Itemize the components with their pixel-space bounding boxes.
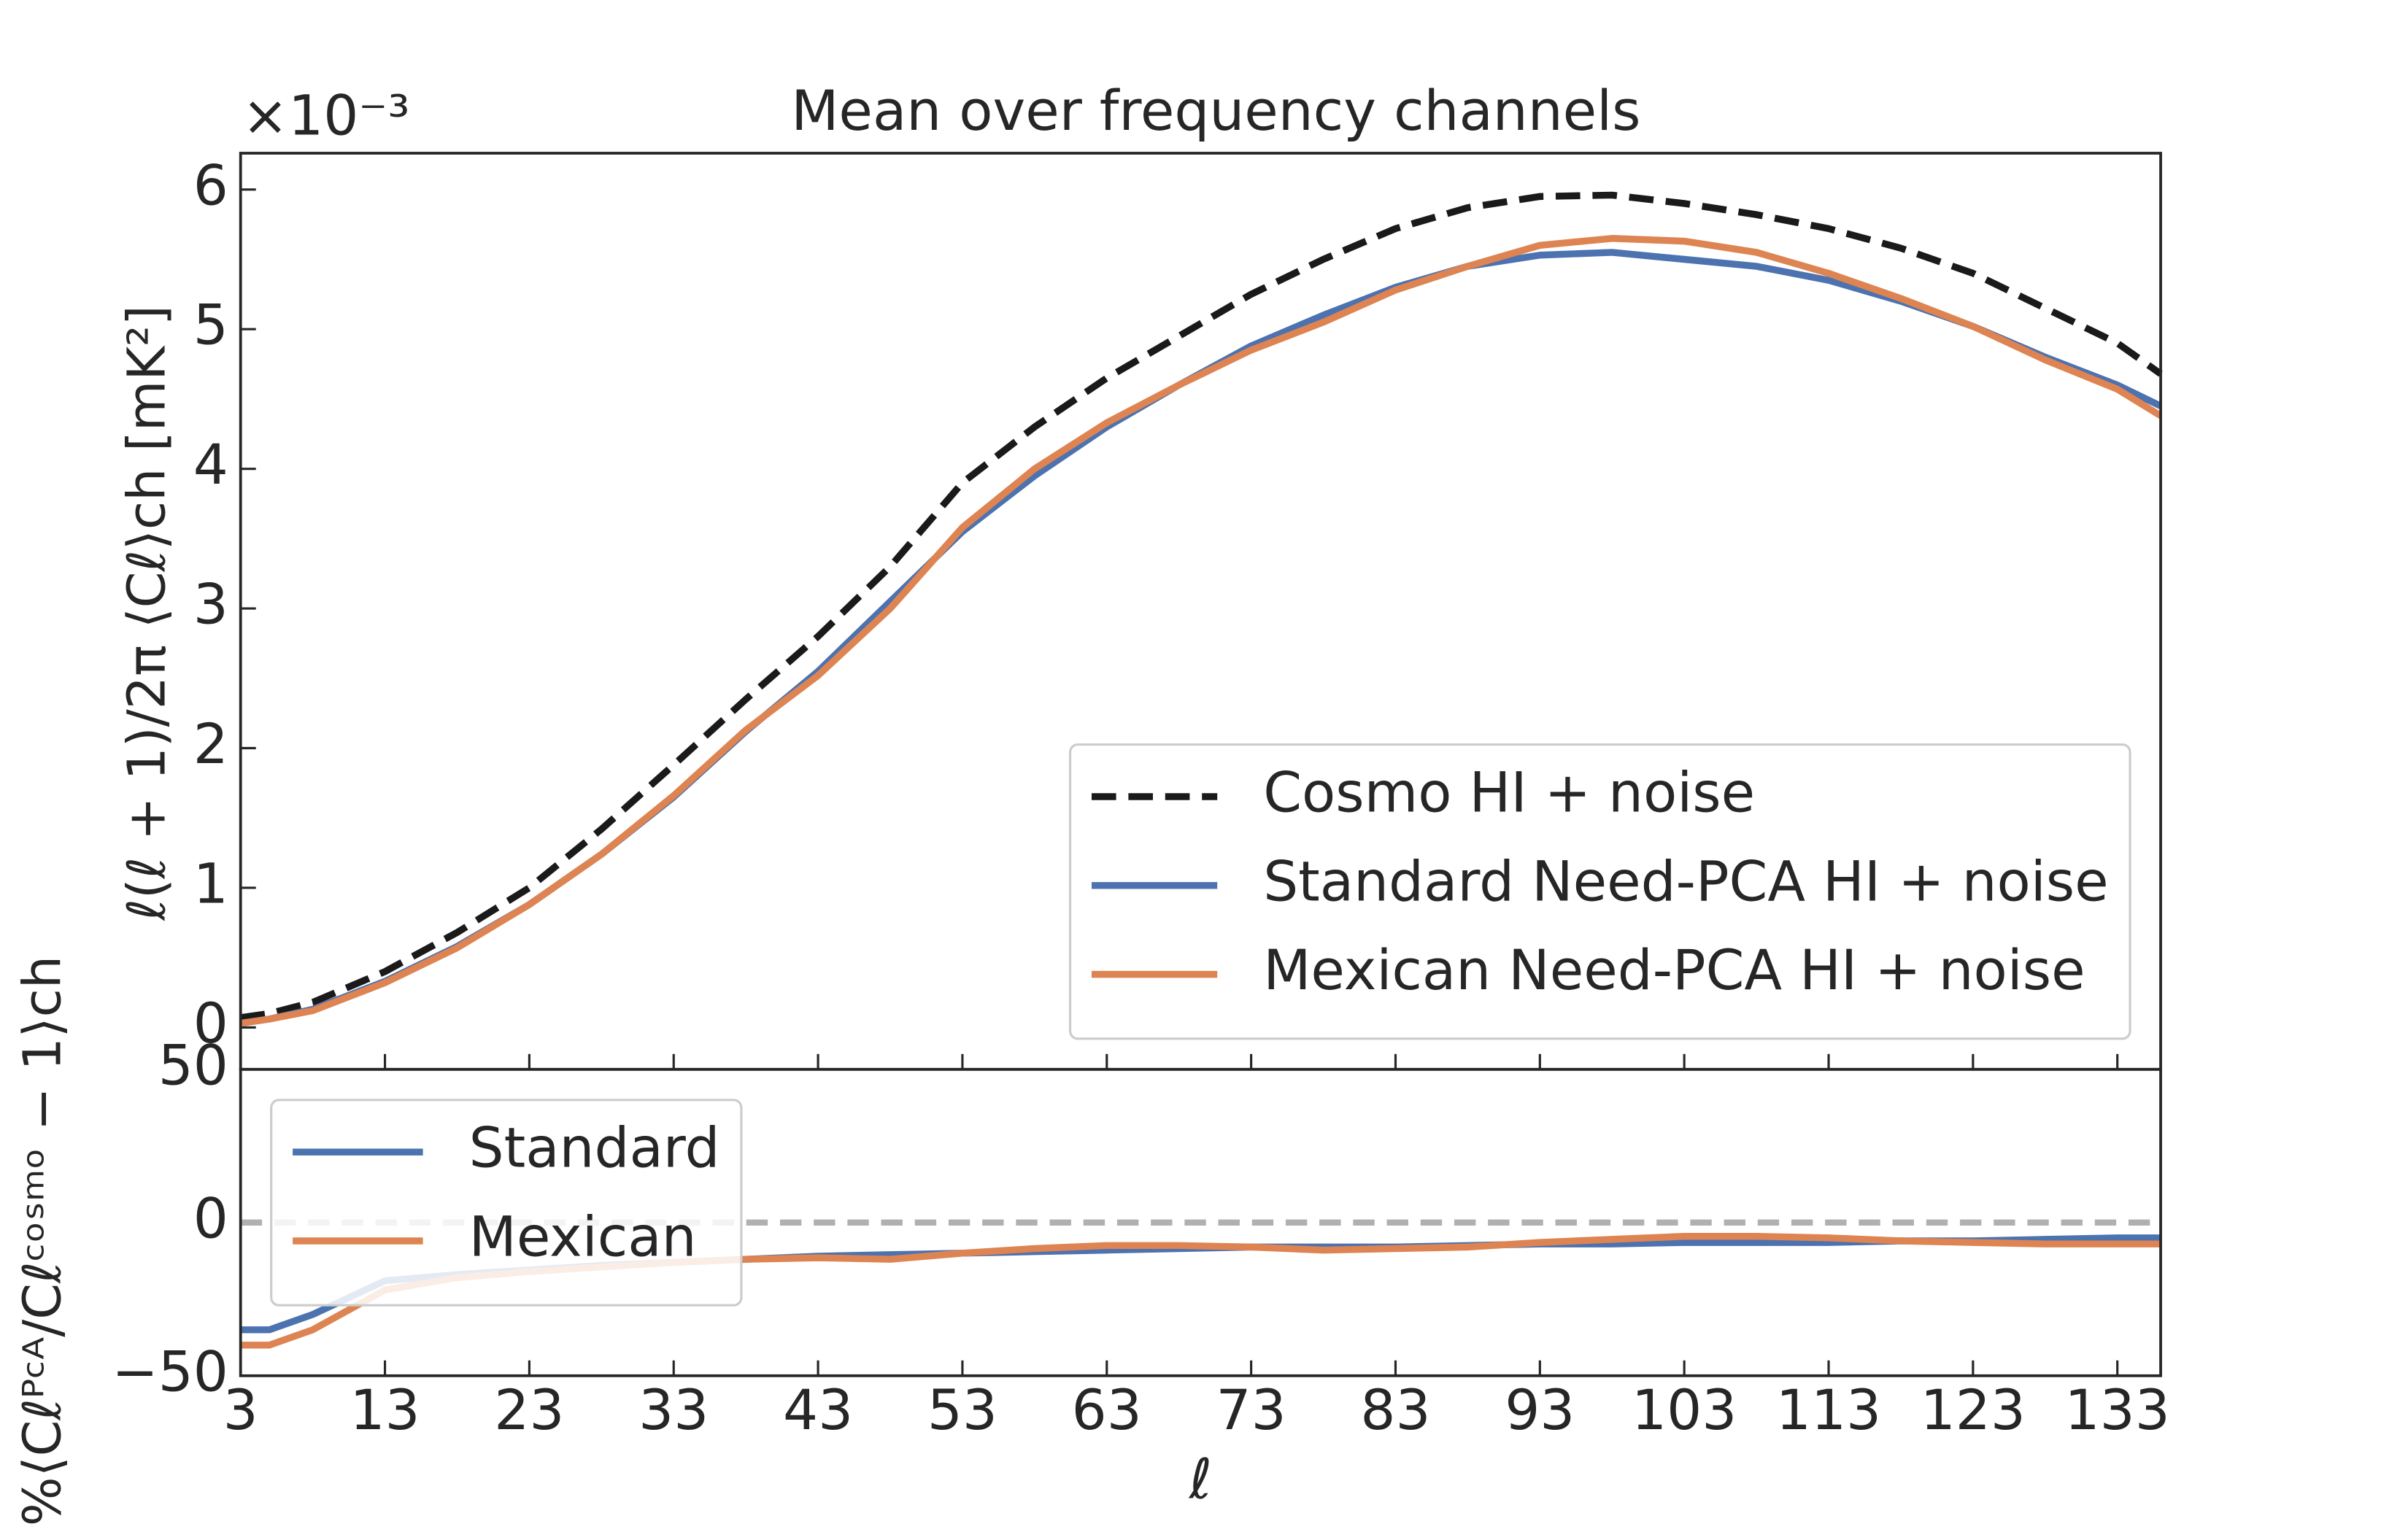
x-tick-label: 73 [1216, 1378, 1286, 1442]
x-tick-label: 83 [1360, 1378, 1430, 1442]
x-tick-label: 23 [494, 1378, 564, 1442]
x-tick-label: 53 [927, 1378, 997, 1442]
plot-frame [239, 1067, 2162, 1377]
y-tick-label: 6 [193, 153, 228, 217]
y-axis-label: %⟨Cℓᴾᶜᴬ/Cℓᶜᵒˢᵐᵒ − 1⟩ch [12, 956, 73, 1526]
x-tick-label: 113 [1776, 1378, 1881, 1442]
x-tick-label: 103 [1632, 1378, 1737, 1442]
x-tick-label: 93 [1505, 1378, 1575, 1442]
y-tick-label: 3 [193, 573, 228, 637]
legend-label: Cosmo HI + noise [1263, 761, 1755, 825]
axis-offset: ×10⁻³ [242, 83, 410, 147]
legend-label: Mexican [469, 1205, 697, 1269]
panel: 0 1 2 3 4 5 6 Mean over frequency channels ×10⁻³… [116, 79, 2163, 1071]
x-tick-label: 13 [350, 1378, 420, 1442]
legend-frame [1069, 743, 2131, 1040]
x-axis-label: ℓ [1188, 1447, 1212, 1511]
chart-title: Mean over frequency channels [791, 79, 1640, 143]
y-tick-label: 0 [193, 1186, 228, 1250]
legend-label: Standard [469, 1116, 720, 1180]
y-tick-label: −50 [112, 1339, 228, 1404]
x-tick-label: 123 [1921, 1378, 2026, 1442]
y-tick-label: 2 [193, 712, 228, 776]
y-tick-label: 4 [193, 433, 228, 497]
y-tick-label: 0 [193, 991, 228, 1056]
legend-label: Mexican Need-PCA HI + noise [1263, 938, 2085, 1002]
y-tick-label: 5 [193, 293, 228, 357]
legend: Standard Mexican [270, 1099, 743, 1307]
y-tick-label: 50 [158, 1033, 228, 1097]
x-tick-label: 43 [783, 1378, 853, 1442]
legend: Cosmo HI + noise Standard Need-PCA HI + n… [1069, 743, 2131, 1040]
legend-label: Standard Need-PCA HI + noise [1263, 849, 2108, 913]
y-axis-label: ℓ(ℓ + 1)/2π ⟨Cℓ⟩ch [mK²] [116, 305, 177, 921]
data-line [240, 191, 2163, 1021]
x-tick-label: 33 [638, 1378, 709, 1442]
x-tick-label: 133 [2065, 1378, 2170, 1442]
data-line [240, 235, 2163, 1027]
x-tick-label: 3 [223, 1378, 258, 1442]
y-tick-label: 1 [193, 851, 228, 916]
x-tick-label: 63 [1072, 1378, 1142, 1442]
